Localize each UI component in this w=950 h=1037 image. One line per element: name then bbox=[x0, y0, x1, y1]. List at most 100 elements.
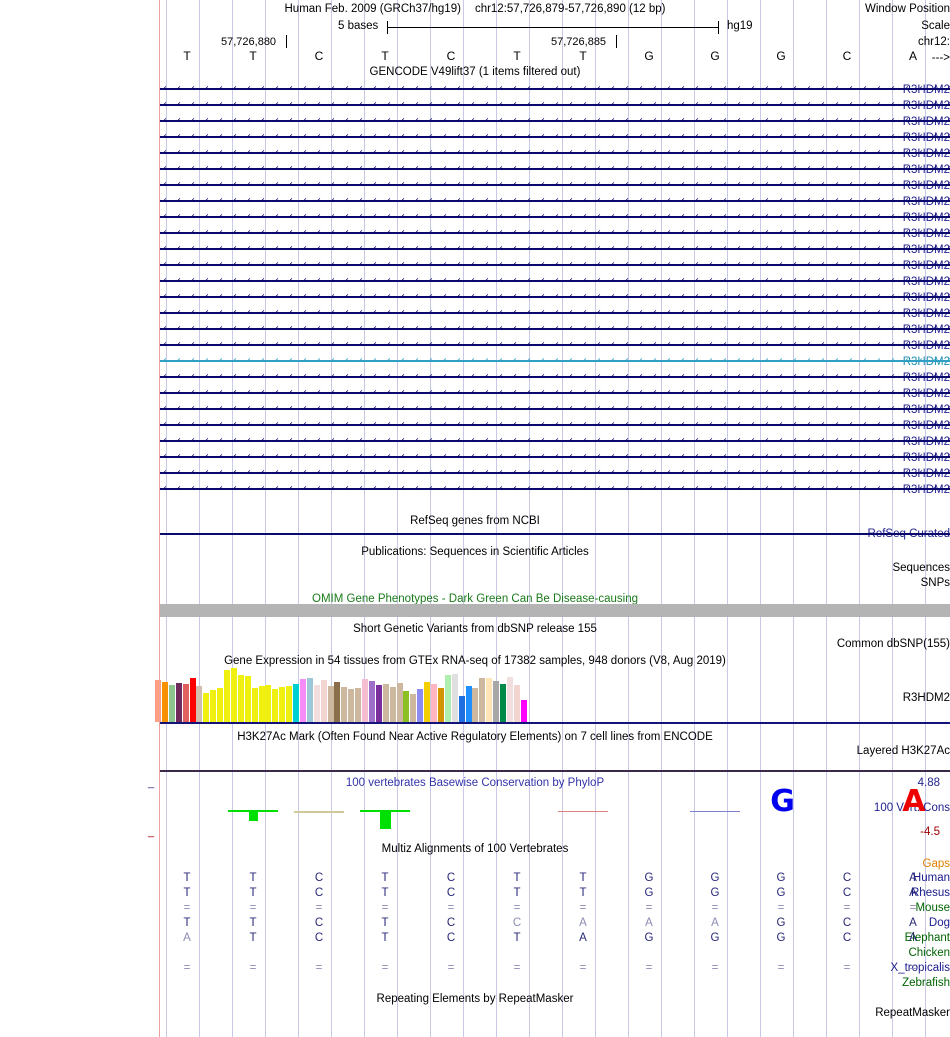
gtex-tissue-bar[interactable] bbox=[493, 681, 500, 722]
gencode-transcript-row[interactable]: ‹ ‹ ‹ ‹ ‹ ‹ ‹ ‹ ‹ ‹ ‹ ‹ ‹ ‹ ‹ ‹ ‹ ‹ ‹ ‹ ‹ ‹ ‹ ‹ ‹ ‹ ‹ ‹ ‹ ‹ ‹ ‹ ‹ ‹ ‹ ‹ ‹ ‹ ‹ ‹… bbox=[160, 307, 950, 319]
alignment-species-label[interactable]: Chicken bbox=[908, 947, 950, 959]
publications-snps-label[interactable]: SNPs bbox=[920, 577, 950, 589]
gtex-tissue-bar[interactable] bbox=[203, 693, 210, 722]
gencode-transcript-row[interactable]: ‹ ‹ ‹ ‹ ‹ ‹ ‹ ‹ ‹ ‹ ‹ ‹ ‹ ‹ ‹ ‹ ‹ ‹ ‹ ‹ ‹ ‹ ‹ ‹ ‹ ‹ ‹ ‹ ‹ ‹ ‹ ‹ ‹ ‹ ‹ ‹ ‹ ‹ ‹ ‹… bbox=[160, 291, 950, 303]
gencode-transcript-row[interactable]: ‹ ‹ ‹ ‹ ‹ ‹ ‹ ‹ ‹ ‹ ‹ ‹ ‹ ‹ ‹ ‹ ‹ ‹ ‹ ‹ ‹ ‹ ‹ ‹ ‹ ‹ ‹ ‹ ‹ ‹ ‹ ‹ ‹ ‹ ‹ ‹ ‹ ‹ ‹ ‹… bbox=[160, 467, 950, 479]
gencode-gene-label[interactable]: R3HDM2 bbox=[902, 196, 950, 208]
gtex-tissue-bar[interactable] bbox=[196, 686, 203, 722]
gtex-expression-barchart[interactable] bbox=[0, 668, 950, 722]
publications-sequences-label[interactable]: Sequences bbox=[892, 562, 950, 574]
gencode-gene-label[interactable]: R3HDM2 bbox=[902, 340, 950, 352]
gtex-tissue-bar[interactable] bbox=[272, 689, 279, 722]
gencode-transcript-row[interactable]: ‹ ‹ ‹ ‹ ‹ ‹ ‹ ‹ ‹ ‹ ‹ ‹ ‹ ‹ ‹ ‹ ‹ ‹ ‹ ‹ ‹ ‹ ‹ ‹ ‹ ‹ ‹ ‹ ‹ ‹ ‹ ‹ ‹ ‹ ‹ ‹ ‹ ‹ ‹ ‹… bbox=[160, 435, 950, 447]
gencode-transcript-row[interactable]: ‹ ‹ ‹ ‹ ‹ ‹ ‹ ‹ ‹ ‹ ‹ ‹ ‹ ‹ ‹ ‹ ‹ ‹ ‹ ‹ ‹ ‹ ‹ ‹ ‹ ‹ ‹ ‹ ‹ ‹ ‹ ‹ ‹ ‹ ‹ ‹ ‹ ‹ ‹ ‹… bbox=[160, 179, 950, 191]
position-text[interactable]: chr12:57,726,879-57,726,890 (12 bp) bbox=[474, 3, 666, 15]
gtex-tissue-bar[interactable] bbox=[279, 687, 286, 722]
omim-gene-bar[interactable] bbox=[160, 604, 950, 617]
conservation-track-title[interactable]: 100 vertebrates Basewise Conservation by… bbox=[345, 777, 605, 789]
gencode-transcript-row[interactable]: ‹ ‹ ‹ ‹ ‹ ‹ ‹ ‹ ‹ ‹ ‹ ‹ ‹ ‹ ‹ ‹ ‹ ‹ ‹ ‹ ‹ ‹ ‹ ‹ ‹ ‹ ‹ ‹ ‹ ‹ ‹ ‹ ‹ ‹ ‹ ‹ ‹ ‹ ‹ ‹… bbox=[160, 147, 950, 159]
gtex-tissue-bar[interactable] bbox=[251, 688, 258, 722]
gtex-tissue-bar[interactable] bbox=[258, 686, 265, 722]
gencode-gene-label[interactable]: R3HDM2 bbox=[902, 468, 950, 480]
gtex-tissue-bar[interactable] bbox=[230, 668, 237, 722]
gtex-gene-label[interactable]: R3HDM2 bbox=[902, 692, 950, 704]
gtex-tissue-bar[interactable] bbox=[348, 689, 355, 722]
gencode-gene-label[interactable]: R3HDM2 bbox=[902, 436, 950, 448]
h3k27ac-track-title[interactable]: H3K27Ac Mark (Often Found Near Active Re… bbox=[237, 731, 713, 743]
gencode-gene-label[interactable]: R3HDM2 bbox=[902, 116, 950, 128]
gtex-tissue-bar[interactable] bbox=[155, 680, 161, 722]
gtex-tissue-bar[interactable] bbox=[286, 686, 293, 722]
gencode-transcript-row[interactable]: ‹ ‹ ‹ ‹ ‹ ‹ ‹ ‹ ‹ ‹ ‹ ‹ ‹ ‹ ‹ ‹ ‹ ‹ ‹ ‹ ‹ ‹ ‹ ‹ ‹ ‹ ‹ ‹ ‹ ‹ ‹ ‹ ‹ ‹ ‹ ‹ ‹ ‹ ‹ ‹… bbox=[160, 451, 950, 463]
gencode-gene-label[interactable]: R3HDM2 bbox=[902, 276, 950, 288]
alignment-species-label[interactable]: Elephant bbox=[904, 932, 950, 944]
gtex-tissue-bar[interactable] bbox=[293, 684, 299, 722]
gtex-tissue-bar[interactable] bbox=[168, 685, 175, 722]
gencode-transcript-row[interactable]: ‹ ‹ ‹ ‹ ‹ ‹ ‹ ‹ ‹ ‹ ‹ ‹ ‹ ‹ ‹ ‹ ‹ ‹ ‹ ‹ ‹ ‹ ‹ ‹ ‹ ‹ ‹ ‹ ‹ ‹ ‹ ‹ ‹ ‹ ‹ ‹ ‹ ‹ ‹ ‹… bbox=[160, 131, 950, 143]
gencode-transcript-row[interactable]: ‹ ‹ ‹ ‹ ‹ ‹ ‹ ‹ ‹ ‹ ‹ ‹ ‹ ‹ ‹ ‹ ‹ ‹ ‹ ‹ ‹ ‹ ‹ ‹ ‹ ‹ ‹ ‹ ‹ ‹ ‹ ‹ ‹ ‹ ‹ ‹ ‹ ‹ ‹ ‹… bbox=[160, 227, 950, 239]
gencode-gene-label[interactable]: R3HDM2 bbox=[902, 452, 950, 464]
gtex-tissue-bar[interactable] bbox=[375, 685, 382, 722]
multiz-track-title[interactable]: Multiz Alignments of 100 Vertebrates bbox=[381, 843, 569, 855]
gencode-gene-label[interactable]: R3HDM2 bbox=[902, 212, 950, 224]
alignment-species-label[interactable]: Rhesus bbox=[911, 887, 950, 899]
repeatmasker-track-title[interactable]: Repeating Elements by RepeatMasker bbox=[376, 993, 574, 1005]
gtex-tissue-bar[interactable] bbox=[389, 687, 396, 722]
gencode-gene-label[interactable]: R3HDM2 bbox=[902, 100, 950, 112]
gencode-transcript-row[interactable]: ‹ ‹ ‹ ‹ ‹ ‹ ‹ ‹ ‹ ‹ ‹ ‹ ‹ ‹ ‹ ‹ ‹ ‹ ‹ ‹ ‹ ‹ ‹ ‹ ‹ ‹ ‹ ‹ ‹ ‹ ‹ ‹ ‹ ‹ ‹ ‹ ‹ ‹ ‹ ‹… bbox=[160, 243, 950, 255]
gaps-label[interactable]: Gaps bbox=[922, 858, 950, 870]
gencode-transcript-row[interactable]: ‹ ‹ ‹ ‹ ‹ ‹ ‹ ‹ ‹ ‹ ‹ ‹ ‹ ‹ ‹ ‹ ‹ ‹ ‹ ‹ ‹ ‹ ‹ ‹ ‹ ‹ ‹ ‹ ‹ ‹ ‹ ‹ ‹ ‹ ‹ ‹ ‹ ‹ ‹ ‹… bbox=[160, 419, 950, 431]
gtex-tissue-bar[interactable] bbox=[265, 685, 272, 722]
alignment-species-label[interactable]: Human bbox=[912, 872, 950, 884]
gencode-transcript-row[interactable]: ‹ ‹ ‹ ‹ ‹ ‹ ‹ ‹ ‹ ‹ ‹ ‹ ‹ ‹ ‹ ‹ ‹ ‹ ‹ ‹ ‹ ‹ ‹ ‹ ‹ ‹ ‹ ‹ ‹ ‹ ‹ ‹ ‹ ‹ ‹ ‹ ‹ ‹ ‹ ‹… bbox=[160, 195, 950, 207]
repeatmasker-label[interactable]: RepeatMasker bbox=[875, 1007, 950, 1019]
gtex-tissue-bar[interactable] bbox=[341, 687, 348, 722]
gtex-tissue-bar[interactable] bbox=[189, 678, 196, 722]
gencode-transcript-row[interactable]: ‹ ‹ ‹ ‹ ‹ ‹ ‹ ‹ ‹ ‹ ‹ ‹ ‹ ‹ ‹ ‹ ‹ ‹ ‹ ‹ ‹ ‹ ‹ ‹ ‹ ‹ ‹ ‹ ‹ ‹ ‹ ‹ ‹ ‹ ‹ ‹ ‹ ‹ ‹ ‹… bbox=[160, 275, 950, 287]
gencode-gene-label[interactable]: R3HDM2 bbox=[902, 292, 950, 304]
gencode-transcript-row[interactable]: ‹ ‹ ‹ ‹ ‹ ‹ ‹ ‹ ‹ ‹ ‹ ‹ ‹ ‹ ‹ ‹ ‹ ‹ ‹ ‹ ‹ ‹ ‹ ‹ ‹ ‹ ‹ ‹ ‹ ‹ ‹ ‹ ‹ ‹ ‹ ‹ ‹ ‹ ‹ ‹… bbox=[160, 339, 950, 351]
gencode-gene-label[interactable]: R3HDM2 bbox=[902, 260, 950, 272]
conservation-label[interactable]: 100 Vert. Cons bbox=[873, 802, 950, 814]
gtex-tissue-bar[interactable] bbox=[486, 678, 493, 722]
gtex-tissue-bar[interactable] bbox=[472, 688, 479, 722]
gtex-tissue-bar[interactable] bbox=[320, 680, 327, 722]
gtex-tissue-bar[interactable] bbox=[217, 688, 224, 722]
gtex-tissue-bar[interactable] bbox=[244, 676, 251, 722]
gtex-tissue-bar[interactable] bbox=[334, 682, 341, 722]
gtex-tissue-bar[interactable] bbox=[465, 686, 472, 722]
common-dbsnp-label[interactable]: Common dbSNP(155) bbox=[836, 638, 950, 650]
gtex-tissue-bar[interactable] bbox=[355, 688, 362, 722]
gencode-track-title[interactable]: GENCODE V49lift37 (1 items filtered out) bbox=[369, 66, 581, 78]
gtex-tissue-bar[interactable] bbox=[306, 678, 313, 722]
gencode-transcript-row[interactable]: ‹ ‹ ‹ ‹ ‹ ‹ ‹ ‹ ‹ ‹ ‹ ‹ ‹ ‹ ‹ ‹ ‹ ‹ ‹ ‹ ‹ ‹ ‹ ‹ ‹ ‹ ‹ ‹ ‹ ‹ ‹ ‹ ‹ ‹ ‹ ‹ ‹ ‹ ‹ ‹… bbox=[160, 163, 950, 175]
gencode-gene-label[interactable]: R3HDM2 bbox=[902, 244, 950, 256]
gencode-transcript-row[interactable]: ‹ ‹ ‹ ‹ ‹ ‹ ‹ ‹ ‹ ‹ ‹ ‹ ‹ ‹ ‹ ‹ ‹ ‹ ‹ ‹ ‹ ‹ ‹ ‹ ‹ ‹ ‹ ‹ ‹ ‹ ‹ ‹ ‹ ‹ ‹ ‹ ‹ ‹ ‹ ‹… bbox=[160, 371, 950, 383]
gtex-tissue-bar[interactable] bbox=[417, 689, 424, 722]
gtex-tissue-bar[interactable] bbox=[237, 675, 244, 722]
gtex-tissue-bar[interactable] bbox=[444, 675, 451, 722]
gtex-tissue-bar[interactable] bbox=[182, 684, 189, 722]
gencode-gene-label[interactable]: R3HDM2 bbox=[902, 404, 950, 416]
alignment-species-label[interactable]: Mouse bbox=[915, 902, 950, 914]
gencode-gene-label[interactable]: R3HDM2 bbox=[902, 356, 950, 368]
gencode-transcript-row[interactable]: ‹ ‹ ‹ ‹ ‹ ‹ ‹ ‹ ‹ ‹ ‹ ‹ ‹ ‹ ‹ ‹ ‹ ‹ ‹ ‹ ‹ ‹ ‹ ‹ ‹ ‹ ‹ ‹ ‹ ‹ ‹ ‹ ‹ ‹ ‹ ‹ ‹ ‹ ‹ ‹… bbox=[160, 355, 950, 367]
gencode-transcript-row[interactable]: ‹ ‹ ‹ ‹ ‹ ‹ ‹ ‹ ‹ ‹ ‹ ‹ ‹ ‹ ‹ ‹ ‹ ‹ ‹ ‹ ‹ ‹ ‹ ‹ ‹ ‹ ‹ ‹ ‹ ‹ ‹ ‹ ‹ ‹ ‹ ‹ ‹ ‹ ‹ ‹… bbox=[160, 387, 950, 399]
refseq-gene-line[interactable] bbox=[160, 533, 950, 535]
gtex-tissue-bar[interactable] bbox=[506, 677, 513, 722]
gtex-tissue-bar[interactable] bbox=[161, 682, 168, 722]
gtex-tissue-bar[interactable] bbox=[410, 694, 417, 722]
dbsnp-track-title[interactable]: Short Genetic Variants from dbSNP releas… bbox=[353, 623, 597, 635]
gencode-gene-label[interactable]: R3HDM2 bbox=[902, 84, 950, 96]
gencode-transcript-row[interactable]: ‹ ‹ ‹ ‹ ‹ ‹ ‹ ‹ ‹ ‹ ‹ ‹ ‹ ‹ ‹ ‹ ‹ ‹ ‹ ‹ ‹ ‹ ‹ ‹ ‹ ‹ ‹ ‹ ‹ ‹ ‹ ‹ ‹ ‹ ‹ ‹ ‹ ‹ ‹ ‹… bbox=[160, 99, 950, 111]
gtex-tissue-bar[interactable] bbox=[175, 683, 182, 722]
gencode-gene-label[interactable]: R3HDM2 bbox=[902, 132, 950, 144]
alignment-species-label[interactable]: X_tropicalis bbox=[890, 962, 950, 974]
gtex-tissue-bar[interactable] bbox=[520, 700, 527, 722]
gencode-gene-label[interactable]: R3HDM2 bbox=[902, 420, 950, 432]
alignment-species-label[interactable]: Dog bbox=[928, 917, 950, 929]
alignment-species-label[interactable]: Zebrafish bbox=[902, 977, 950, 989]
gtex-tissue-bar[interactable] bbox=[396, 683, 403, 722]
